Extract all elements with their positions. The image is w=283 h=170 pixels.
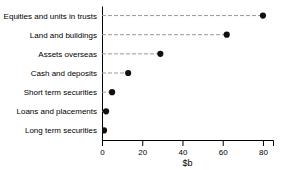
x-tick: 60 [219, 140, 228, 157]
y-tick: Loans and placements [17, 107, 103, 116]
plot: 0 20 40 60 80 Equities and units in trusts Lan… [4, 7, 274, 157]
stem [102, 34, 227, 35]
tick-label: 0 [100, 148, 105, 157]
tick-label: 20 [138, 148, 147, 157]
tick-label: Equities and units in trusts [4, 12, 97, 21]
dot [125, 70, 131, 76]
y-tick: Short term securities [24, 88, 102, 97]
tick-label: Cash and deposits [31, 69, 97, 78]
dot [157, 51, 163, 57]
dot [224, 32, 230, 38]
y-axis: Equities and units in trusts Land and bui… [4, 7, 103, 141]
y-tick: Assets overseas [38, 50, 102, 59]
dot [260, 12, 266, 18]
dot [102, 127, 107, 133]
tick-label: Long term securities [25, 126, 97, 135]
stem [102, 73, 128, 74]
y-tick: Cash and deposits [31, 69, 102, 78]
stem [102, 15, 263, 16]
x-tick: 0 [100, 140, 105, 157]
y-tick: Long term securities [25, 126, 102, 135]
chart: 0 20 40 60 80 Equities and units in trusts Lan… [0, 0, 283, 170]
dot [109, 89, 115, 95]
stem [102, 53, 160, 54]
marks [102, 12, 266, 133]
tick-label: 80 [259, 148, 268, 157]
tick-label: Short term securities [24, 88, 97, 97]
y-tick: Equities and units in trusts [4, 12, 102, 21]
tick-mark [182, 140, 183, 146]
dot [103, 108, 109, 114]
tick-label: 60 [219, 148, 228, 157]
x-tick: 40 [179, 140, 188, 157]
tick-mark [142, 140, 143, 146]
x-label: $b [182, 158, 192, 168]
tick-label: Land and buildings [30, 31, 97, 40]
x-tick: 80 [259, 140, 268, 157]
tick-mark [263, 140, 264, 146]
axis-line [103, 141, 274, 147]
tick-mark [102, 140, 103, 146]
tick-label: 40 [179, 148, 188, 157]
tick-label: Loans and placements [17, 107, 98, 116]
y-tick: Land and buildings [30, 31, 102, 40]
x-tick: 20 [138, 140, 147, 157]
tick-mark [223, 140, 224, 146]
tick-label: Assets overseas [38, 50, 97, 59]
x-axis: 0 20 40 60 80 [100, 140, 273, 157]
